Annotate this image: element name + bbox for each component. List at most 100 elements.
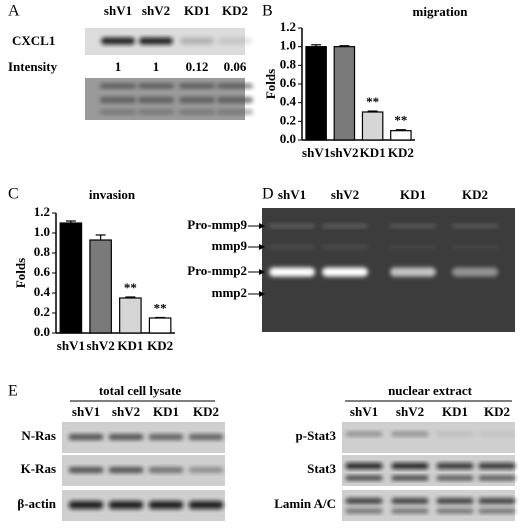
- y-axis-label: Folds: [13, 258, 28, 288]
- annotation: **: [154, 300, 167, 315]
- band: [452, 245, 498, 249]
- band: [68, 434, 104, 440]
- lane-label: KD1: [400, 187, 426, 202]
- band: [100, 83, 136, 89]
- intensity-value: 0.06: [224, 59, 247, 74]
- lane-label: shV1: [104, 3, 132, 18]
- band: [269, 267, 315, 277]
- blot: [342, 422, 515, 453]
- band: [391, 498, 429, 504]
- row-label: CXCL1: [12, 33, 55, 48]
- lane-label: KD2: [222, 3, 248, 18]
- band: [390, 245, 436, 249]
- lane-label: KD2: [462, 187, 488, 202]
- band-label: Pro-mmp2: [187, 263, 247, 278]
- row-label: p-Stat3: [296, 428, 337, 443]
- band: [345, 431, 383, 437]
- lane-label: shV1: [350, 404, 378, 419]
- y-tick-label: 0.6: [280, 75, 297, 90]
- band: [217, 97, 253, 103]
- band-label: mmp2: [212, 285, 247, 300]
- panel-label: E: [8, 383, 18, 400]
- lane-label: shV1: [72, 404, 100, 419]
- band: [148, 434, 184, 440]
- bar: [361, 111, 384, 141]
- y-tick-label: 0.2: [280, 112, 296, 127]
- band: [452, 224, 498, 228]
- annotation: **: [124, 280, 137, 295]
- band: [436, 508, 474, 514]
- chart-title: migration: [413, 4, 469, 19]
- blot-title: nuclear extract: [388, 383, 473, 398]
- lane-label: shV2: [396, 404, 424, 419]
- row-label: N-Ras: [21, 428, 56, 443]
- band: [391, 463, 429, 469]
- band: [391, 475, 429, 481]
- band: [390, 267, 436, 277]
- band: [108, 434, 144, 440]
- x-tick-label: shV1: [302, 145, 330, 160]
- band: [68, 467, 104, 473]
- lane-label: shV2: [112, 404, 140, 419]
- band: [436, 431, 474, 437]
- band: [179, 83, 215, 89]
- x-tick-label: KD2: [147, 338, 173, 353]
- bar: [119, 297, 142, 334]
- band: [108, 501, 144, 509]
- blot-title: total cell lysate: [99, 383, 182, 398]
- band: [188, 467, 224, 473]
- intensity-value: 1: [115, 59, 122, 74]
- band: [138, 83, 174, 89]
- band: [138, 97, 174, 103]
- y-tick-label: 0.6: [34, 264, 51, 279]
- row-label: β-actin: [17, 496, 56, 511]
- band: [188, 434, 224, 440]
- band: [217, 83, 253, 89]
- row-label: Stat3: [307, 461, 336, 476]
- band: [108, 467, 144, 473]
- band: [478, 498, 516, 504]
- x-tick-label: shV2: [330, 145, 358, 160]
- intensity-value: 0.12: [186, 59, 209, 74]
- y-axis-label: Folds: [263, 69, 278, 99]
- y-tick-label: 0.8: [34, 244, 51, 259]
- x-tick-label: shV1: [57, 338, 85, 353]
- band: [180, 37, 214, 45]
- x-tick-label: KD2: [388, 145, 414, 160]
- y-tick-label: 1.0: [34, 224, 50, 239]
- band: [452, 267, 498, 277]
- band: [436, 498, 474, 504]
- annotation: **: [366, 94, 379, 109]
- band: [322, 224, 368, 228]
- band: [390, 224, 436, 228]
- band: [391, 508, 429, 514]
- intensity-value: 1: [153, 59, 160, 74]
- y-tick-label: 0.4: [34, 284, 51, 299]
- band: [139, 37, 173, 45]
- band: [179, 109, 215, 115]
- lane-label: KD1: [442, 404, 468, 419]
- annotation: **: [394, 113, 407, 128]
- x-tick-label: KD1: [360, 145, 386, 160]
- bar: [390, 130, 412, 141]
- y-tick-label: 0.8: [280, 56, 297, 71]
- band: [436, 475, 474, 481]
- y-tick-label: 0.0: [34, 324, 50, 339]
- band: [188, 501, 224, 509]
- row-label: K-Ras: [21, 461, 56, 476]
- bar: [59, 222, 83, 334]
- bar: [89, 239, 112, 334]
- y-tick-label: 1.0: [280, 38, 296, 53]
- lane-label: KD1: [153, 404, 179, 419]
- band: [322, 245, 368, 249]
- lane-label: KD2: [193, 404, 219, 419]
- band: [322, 267, 368, 277]
- blot: [342, 490, 515, 521]
- band: [101, 37, 135, 45]
- band: [478, 475, 516, 481]
- lane-label: shV2: [142, 3, 170, 18]
- band: [478, 463, 516, 469]
- band: [436, 463, 474, 469]
- lane-label: shV1: [278, 187, 306, 202]
- band: [217, 109, 253, 115]
